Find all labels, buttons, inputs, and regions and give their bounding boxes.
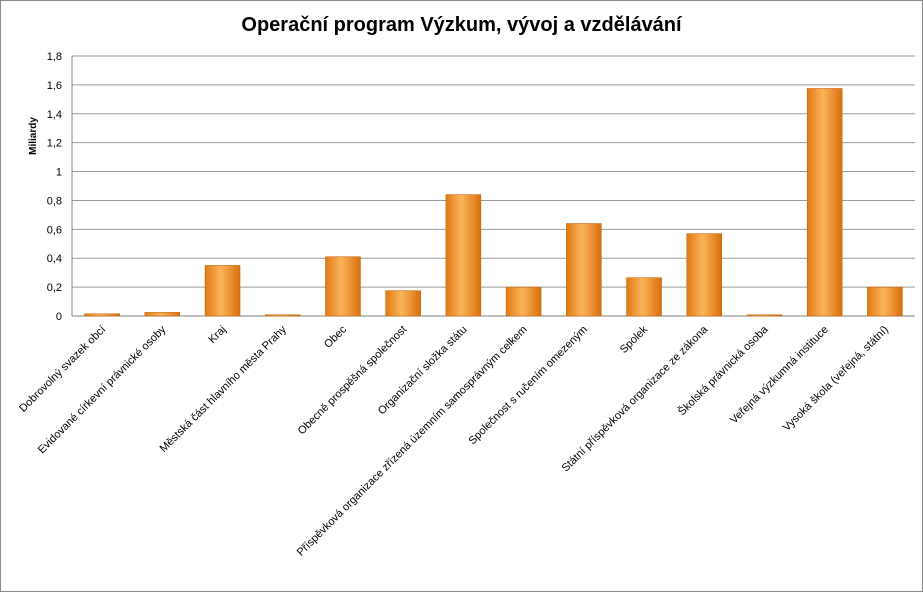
chart-title: Operační program Výzkum, vývoj a vzděláv… <box>241 14 682 36</box>
y-tick-label: 0,2 <box>47 282 62 294</box>
bar <box>264 314 301 317</box>
x-category-label: Obecně prospěšná společnost <box>296 324 410 438</box>
bar <box>144 312 181 317</box>
y-tick-label: 0,8 <box>47 195 62 207</box>
bar <box>566 223 602 317</box>
y-tick-label: 0 <box>56 311 62 323</box>
y-tick-label: 0,4 <box>47 253 62 265</box>
y-axis-label: Miliardy <box>28 117 39 155</box>
y-tick-label: 1,6 <box>47 80 62 92</box>
x-category-label: Spolek <box>618 323 651 356</box>
y-tick-label: 1 <box>56 167 62 179</box>
bar <box>746 314 783 317</box>
x-category-label: Evidované církevní právnické osoby <box>36 323 169 456</box>
x-category-label: Kraj <box>206 324 228 346</box>
bar <box>806 88 843 317</box>
bar <box>325 256 361 317</box>
x-category-label: Společnost s ručením omezeným <box>466 324 589 447</box>
x-category-label: Příspěvková organizace zřízená územním s… <box>295 324 530 559</box>
gridlines <box>71 55 915 317</box>
x-category-label: Veřejná výzkumná instituce <box>728 324 831 427</box>
y-tick-label: 1,4 <box>47 109 62 121</box>
x-category-label: Vysoká škola (veřejná, státní) <box>781 324 891 434</box>
bar <box>84 313 120 317</box>
y-tick-labels: 0 0,2 0,4 0,6 0,8 1 1,2 1,4 1,6 1,8 <box>47 51 62 323</box>
bar <box>385 290 421 317</box>
y-tick-label: 1,2 <box>47 138 62 150</box>
bar <box>445 194 482 317</box>
bar <box>626 277 662 317</box>
bar <box>505 286 542 317</box>
y-tick-label: 0,6 <box>47 224 62 236</box>
bar <box>867 286 903 317</box>
y-tick-label: 1,8 <box>47 51 62 63</box>
x-category-label: Městská část hlavního města Prahy <box>158 323 290 455</box>
bars <box>84 88 903 317</box>
x-category-label: Obec <box>322 323 349 350</box>
bar <box>686 233 723 317</box>
bar <box>204 265 241 317</box>
